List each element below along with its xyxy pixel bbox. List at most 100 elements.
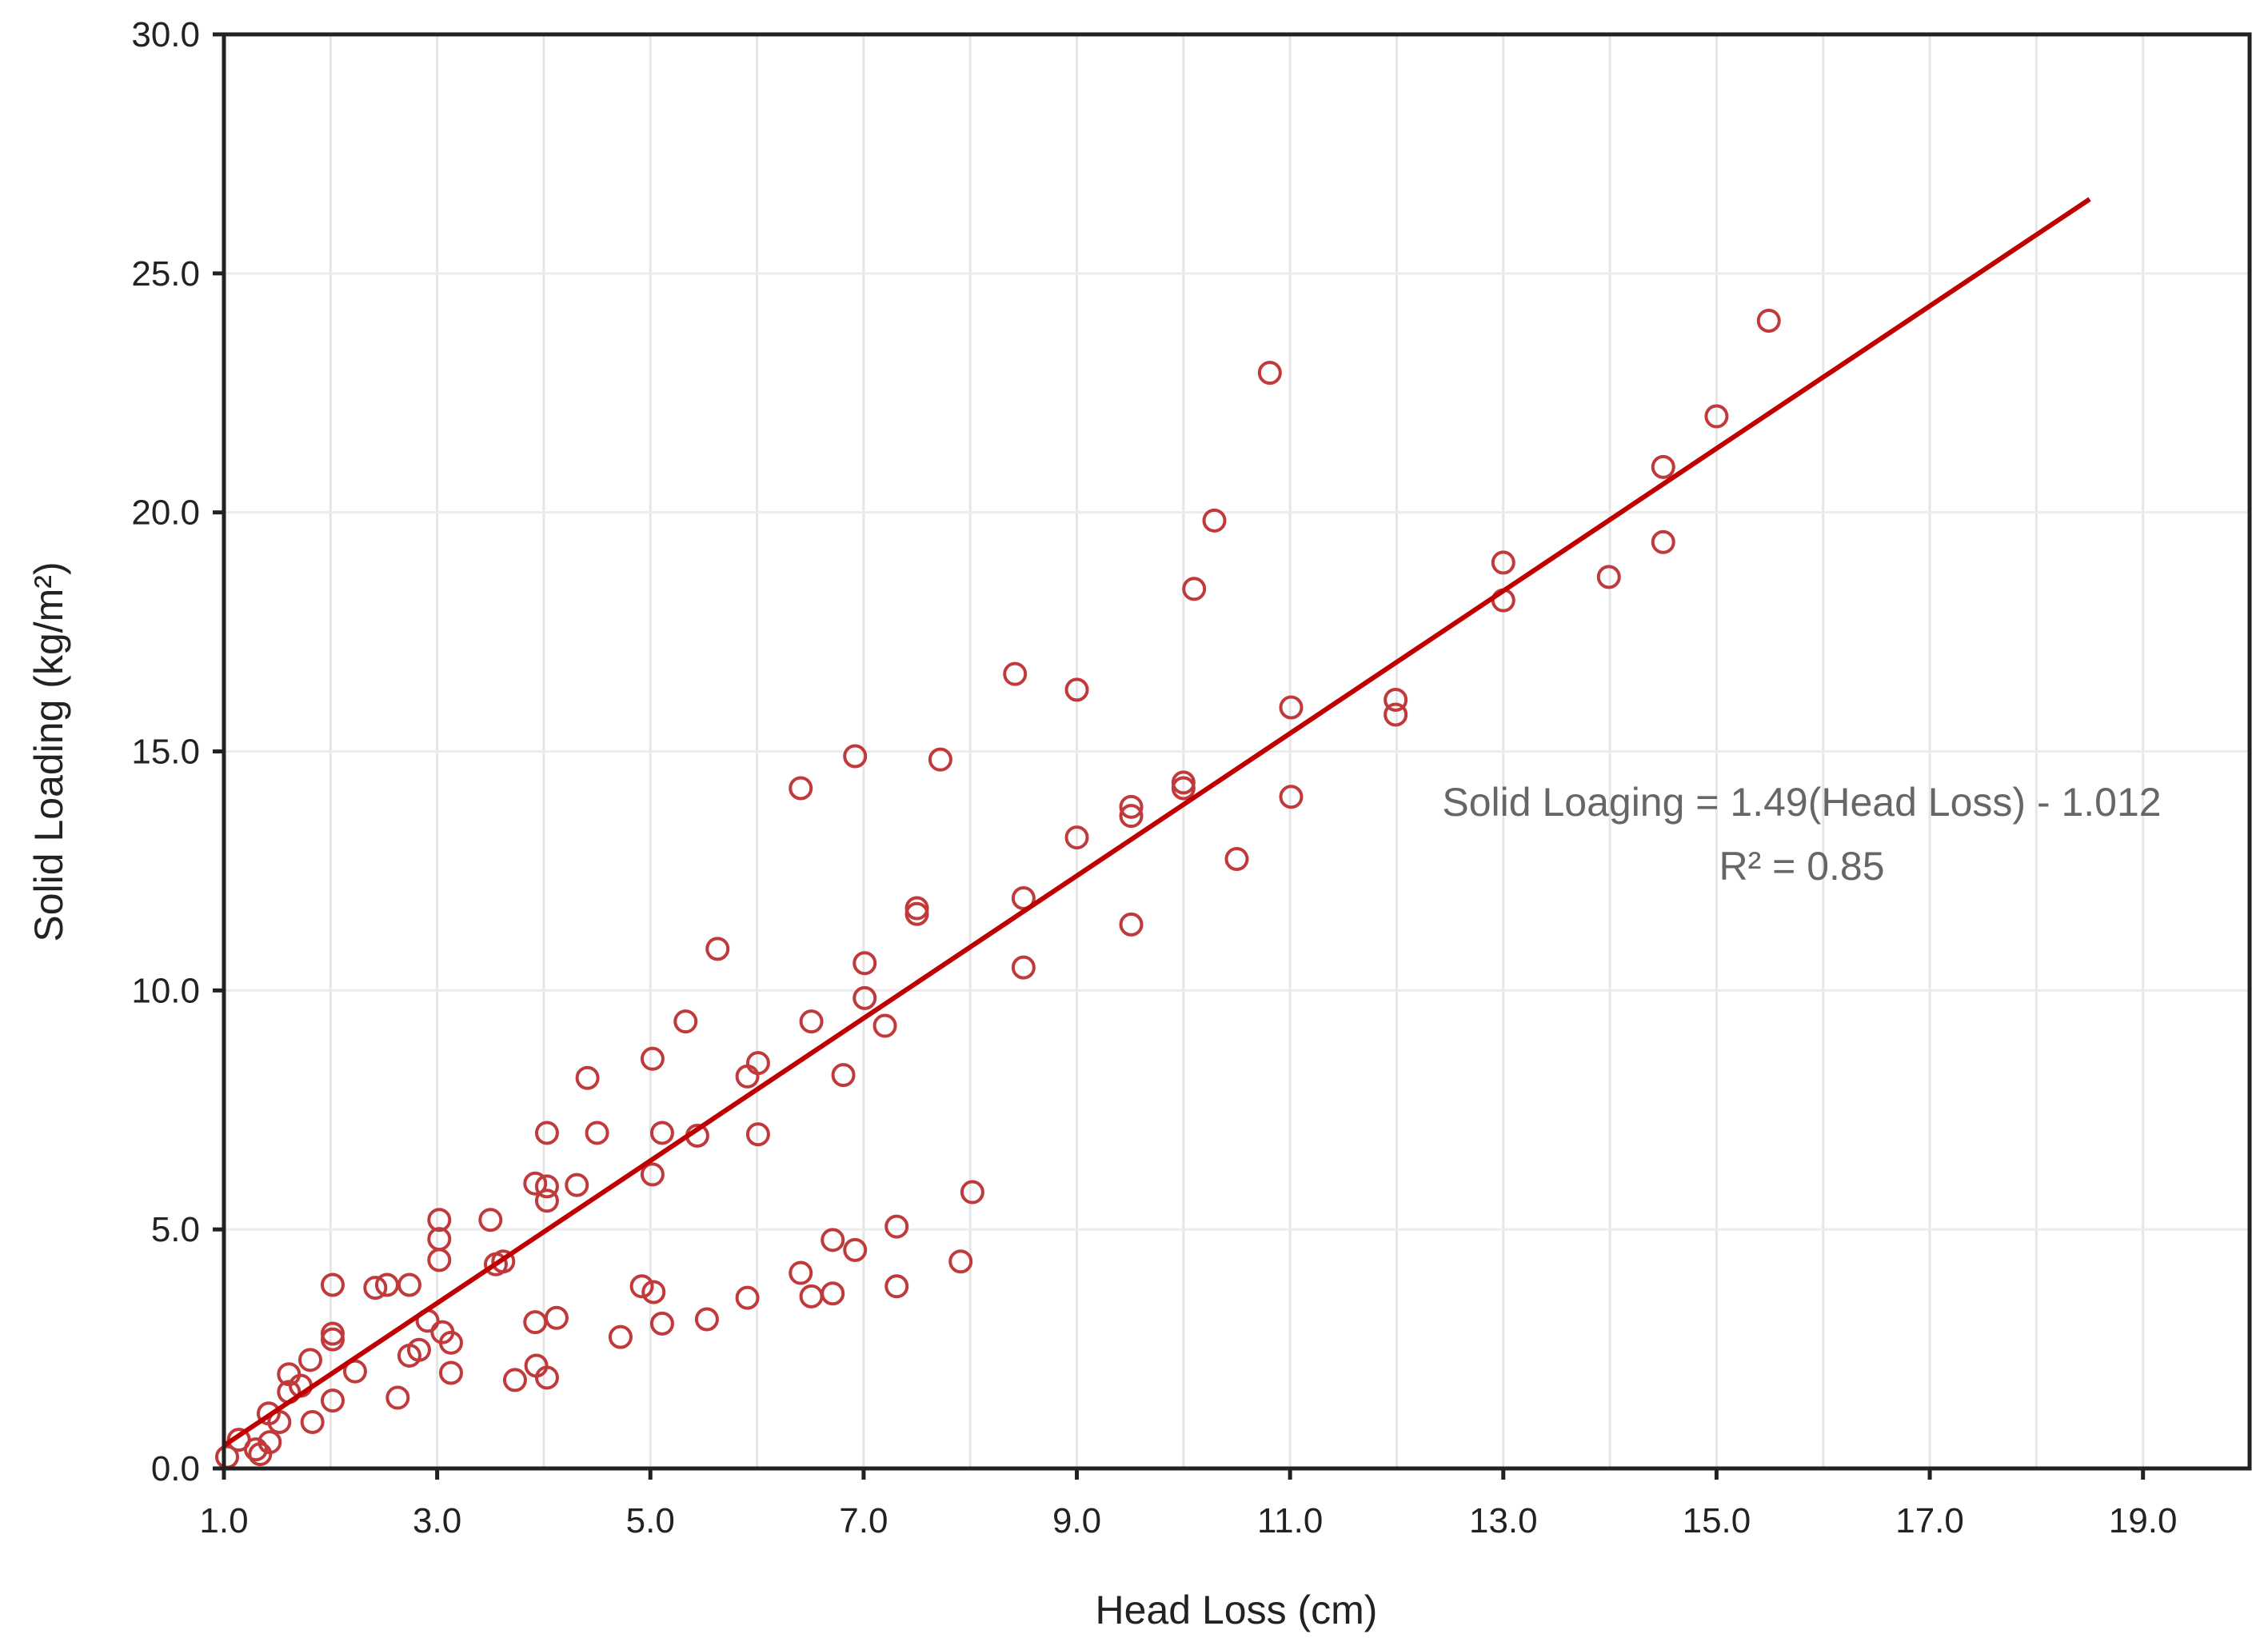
data-point (1011, 955, 1036, 980)
data-point (745, 1122, 770, 1147)
data-point (673, 1009, 698, 1034)
data-point (1279, 695, 1304, 720)
gridlines (224, 33, 2250, 1468)
data-point (438, 1360, 463, 1385)
data-point (320, 1388, 345, 1413)
data-point (1182, 577, 1207, 601)
x-tick-label: 13.0 (1469, 1501, 1538, 1540)
data-point (852, 985, 877, 1010)
data-point (640, 1162, 665, 1187)
data-point (1119, 804, 1144, 829)
data-point (534, 1189, 559, 1213)
data-point (608, 1324, 633, 1349)
data-point (694, 1307, 719, 1332)
data-point (1064, 677, 1089, 702)
y-tick-label: 0.0 (151, 1449, 200, 1488)
data-point (502, 1368, 527, 1392)
data-point (565, 1173, 589, 1197)
data-point (534, 1365, 559, 1390)
data-point (427, 1248, 452, 1272)
y-tick-label: 30.0 (131, 15, 200, 54)
data-point (1651, 454, 1675, 479)
x-tick-label: 19.0 (2109, 1501, 2178, 1540)
data-point (1171, 776, 1196, 801)
x-tick-label: 7.0 (839, 1501, 888, 1540)
data-point (267, 1410, 292, 1435)
data-point (705, 937, 730, 961)
data-point (735, 1064, 760, 1089)
data-point (640, 1046, 665, 1071)
data-point (884, 1274, 909, 1299)
data-point (427, 1208, 452, 1233)
data-point (438, 1330, 463, 1355)
data-points (214, 309, 1781, 1469)
data-point (843, 1237, 868, 1262)
x-tick-label: 3.0 (413, 1501, 461, 1540)
data-point (363, 1276, 388, 1300)
data-point (534, 1121, 559, 1145)
data-point (904, 901, 929, 926)
tick-labels: 1.0 3.0 5.0 7.0 9.0 11.0 13.0 15.0 17.0 19.0 0.0 5.… (131, 15, 2177, 1540)
data-point (406, 1337, 431, 1362)
data-point (641, 1280, 666, 1304)
y-tick-label: 10.0 (131, 971, 200, 1010)
data-point (843, 744, 868, 769)
x-tick-label: 5.0 (626, 1501, 675, 1540)
data-point (342, 1359, 367, 1384)
data-point (1119, 912, 1144, 937)
data-point (385, 1385, 410, 1410)
data-point (1279, 785, 1304, 809)
data-point (735, 1285, 760, 1310)
data-point (649, 1121, 674, 1145)
data-point (1384, 702, 1408, 727)
data-point (585, 1121, 609, 1145)
data-point (478, 1208, 503, 1233)
data-point (523, 1171, 548, 1196)
data-point (523, 1310, 548, 1335)
data-point (1596, 565, 1621, 589)
axes (213, 32, 2252, 1480)
data-point (745, 1051, 770, 1076)
data-point (300, 1410, 325, 1435)
trendline (222, 197, 2091, 1448)
data-point (789, 1260, 813, 1285)
y-tick-label: 20.0 (131, 493, 200, 533)
data-point (799, 1284, 824, 1308)
data-point (1491, 550, 1515, 575)
data-point (789, 776, 813, 801)
data-point (575, 1065, 600, 1090)
data-point (960, 1180, 984, 1205)
data-point (799, 1009, 824, 1034)
data-point (1064, 825, 1089, 850)
data-point (491, 1249, 516, 1274)
r-squared-annotation: R² = 0.85 (1719, 844, 1884, 889)
data-point (649, 1311, 674, 1336)
x-tick-label: 15.0 (1683, 1501, 1751, 1540)
data-point (243, 1437, 268, 1462)
data-point (374, 1272, 399, 1297)
data-point (872, 1013, 897, 1038)
data-point (831, 1063, 856, 1088)
data-point (258, 1430, 282, 1455)
data-point (629, 1274, 654, 1299)
data-point (884, 1214, 909, 1239)
data-point (821, 1281, 845, 1306)
data-point (1756, 309, 1781, 334)
data-point (1704, 404, 1729, 429)
data-point (852, 951, 877, 976)
equation-annotation: Solid Loaging = 1.49(Head Loss) - 1.012 (1442, 780, 2161, 825)
data-point (948, 1249, 973, 1274)
data-point (1651, 529, 1675, 554)
x-tick-label: 9.0 (1052, 1501, 1101, 1540)
data-point (1384, 687, 1408, 712)
data-point (397, 1272, 421, 1297)
data-point (320, 1272, 345, 1297)
data-point (1119, 794, 1144, 819)
data-point (1003, 661, 1028, 686)
x-axis-title: Head Loss (cm) (1096, 1588, 1378, 1632)
data-point (534, 1174, 559, 1199)
data-point (821, 1228, 845, 1252)
data-point (544, 1305, 569, 1330)
x-tick-label: 1.0 (199, 1501, 248, 1540)
